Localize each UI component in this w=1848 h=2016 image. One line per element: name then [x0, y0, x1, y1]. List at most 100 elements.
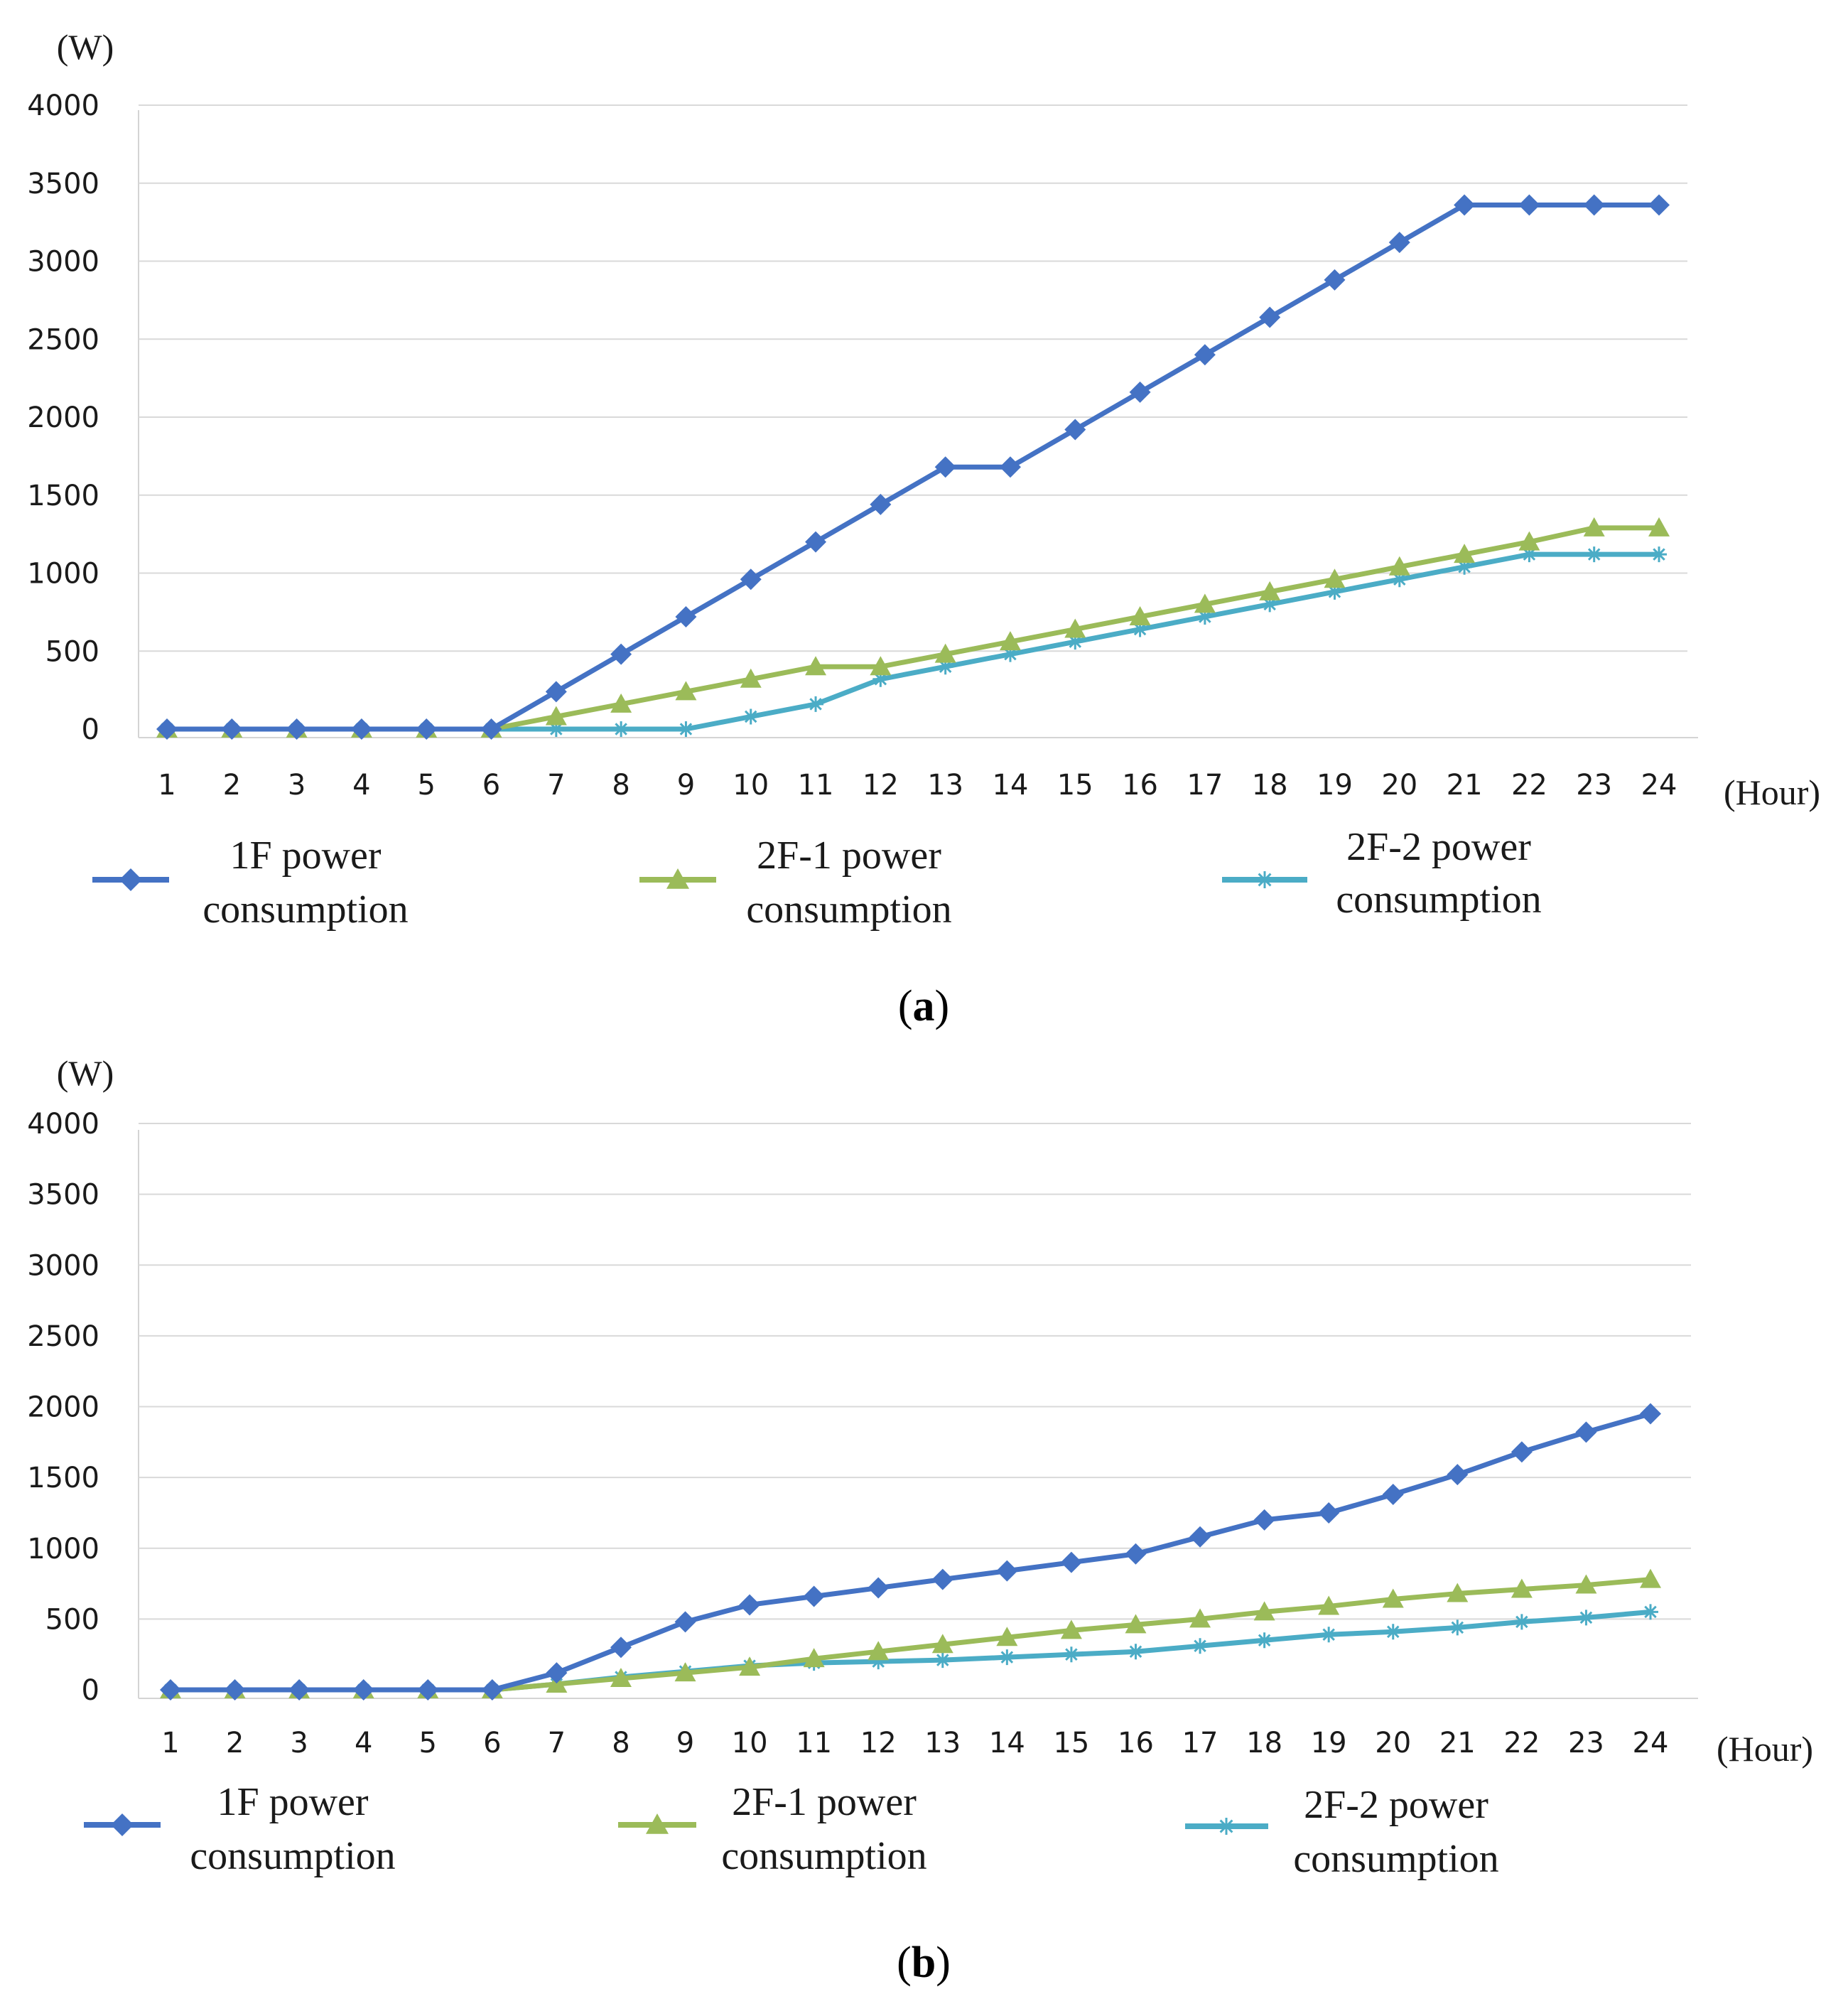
series-line — [167, 202, 1659, 732]
data-point-22 — [1511, 1578, 1533, 1598]
legend-label-line-2: consumption — [1336, 878, 1541, 922]
data-point-9 — [678, 721, 694, 737]
x-tick-label-9: 9 — [676, 1727, 694, 1759]
legend: 1F power consumption 2F-1 power consumpt… — [84, 1780, 1499, 1881]
x-tick-label-14: 14 — [989, 1727, 1025, 1759]
data-point-16 — [1129, 381, 1151, 403]
x-tick-label-15: 15 — [1053, 1727, 1089, 1759]
y-tick-label-3500: 3500 — [27, 168, 99, 200]
x-tick-label-17: 17 — [1182, 1727, 1219, 1759]
x-axis-unit-label: (Hour) — [1717, 1729, 1813, 1769]
x-tick-label-4: 4 — [352, 769, 370, 802]
y-tick-label-3000: 3000 — [27, 246, 99, 279]
series-1f-power-consumption — [160, 1403, 1661, 1700]
legend-label-line-1: 1F power — [229, 834, 381, 878]
x-tick-label-10: 10 — [732, 1727, 768, 1759]
legend-label-line-1: 2F-2 power — [1304, 1783, 1488, 1827]
data-point-17 — [1194, 344, 1216, 366]
data-point-14 — [1002, 646, 1018, 662]
data-point-21 — [1449, 1619, 1466, 1636]
data-point-23 — [1583, 517, 1605, 537]
data-point-24 — [1648, 517, 1670, 537]
legend-label-line-1: 2F-2 power — [1346, 825, 1531, 869]
data-point-11 — [805, 656, 827, 676]
legend-item-2f-2: 2F-2 power consumption — [1222, 825, 1542, 922]
x-tick-label-3: 3 — [288, 769, 306, 802]
data-point-20 — [1382, 1484, 1404, 1506]
y-tick-label-500: 500 — [45, 1603, 99, 1636]
legend-diamond-marker — [111, 1813, 134, 1836]
data-point-21 — [1447, 1464, 1469, 1486]
data-point-15 — [1064, 419, 1086, 441]
y-tick-label-2000: 2000 — [27, 1391, 99, 1424]
data-point-15 — [1060, 1551, 1082, 1573]
y-tick-label-4000: 4000 — [27, 1108, 99, 1141]
data-point-8 — [610, 1637, 632, 1659]
legend-label-line-2: consumption — [190, 1834, 395, 1878]
data-point-14 — [996, 1627, 1018, 1646]
data-point-15 — [1060, 1619, 1082, 1639]
legend-label-line-1: 2F-1 power — [732, 1780, 917, 1824]
data-point-16 — [1125, 1543, 1147, 1565]
x-tick-label-24: 24 — [1633, 1727, 1669, 1759]
data-point-12 — [868, 1577, 890, 1599]
y-tick-label-1000: 1000 — [27, 558, 99, 591]
x-tick-label-1: 1 — [158, 769, 175, 802]
x-tick-label-3: 3 — [290, 1727, 308, 1759]
legend-star-marker — [1256, 871, 1273, 888]
legend-label-line-2: consumption — [746, 888, 951, 932]
x-tick-label-5: 5 — [419, 1727, 437, 1759]
x-tick-label-7: 7 — [548, 1727, 566, 1759]
data-point-9 — [675, 605, 697, 627]
data-point-23 — [1578, 1610, 1594, 1626]
data-point-5 — [417, 1679, 439, 1700]
x-tick-label-20: 20 — [1375, 1727, 1411, 1759]
data-point-17 — [1196, 608, 1213, 625]
data-point-15 — [1064, 618, 1086, 638]
data-point-24 — [1640, 1568, 1661, 1588]
x-tick-label-12: 12 — [863, 769, 899, 802]
x-tick-label-23: 23 — [1568, 1727, 1604, 1759]
data-point-16 — [1125, 1614, 1147, 1634]
x-tick-label-1: 1 — [161, 1727, 179, 1759]
x-tick-label-12: 12 — [860, 1727, 897, 1759]
data-point-20 — [1388, 556, 1410, 576]
data-point-22 — [1518, 531, 1540, 551]
data-point-21 — [1454, 544, 1476, 564]
legend-star-marker — [1218, 1818, 1235, 1835]
data-point-20 — [1388, 232, 1410, 254]
x-tick-label-24: 24 — [1641, 769, 1677, 802]
x-tick-label-13: 13 — [924, 1727, 961, 1759]
legend-label-line-1: 1F power — [217, 1780, 368, 1824]
data-point-21 — [1447, 1583, 1469, 1602]
data-point-12 — [868, 1641, 890, 1661]
data-point-10 — [740, 668, 762, 688]
x-tick-label-19: 19 — [1311, 1727, 1347, 1759]
x-tick-label-16: 16 — [1118, 1727, 1154, 1759]
data-point-23 — [1575, 1574, 1597, 1594]
data-point-20 — [1391, 571, 1407, 588]
x-tick-label-10: 10 — [733, 769, 769, 802]
data-point-18 — [1253, 1509, 1275, 1531]
data-point-8 — [610, 693, 632, 713]
data-point-11 — [808, 696, 824, 712]
data-point-22 — [1521, 546, 1538, 563]
data-point-18 — [1256, 1632, 1272, 1649]
data-point-13 — [934, 643, 956, 663]
y-tick-label-2500: 2500 — [27, 1320, 99, 1353]
data-point-12 — [872, 671, 889, 687]
data-point-13 — [931, 1568, 953, 1590]
y-tick-labels: 0 500 1000 1500 2000 2500 3000 3500 4000 — [27, 90, 99, 746]
data-point-8 — [610, 1668, 632, 1688]
data-point-1 — [156, 718, 178, 740]
data-point-14 — [999, 456, 1021, 478]
legend-label-line-2: consumption — [1293, 1837, 1498, 1881]
gridlines — [139, 1123, 1691, 1620]
data-point-7 — [546, 1662, 568, 1684]
data-point-10 — [742, 708, 759, 725]
x-tick-label-15: 15 — [1057, 769, 1093, 802]
data-point-13 — [937, 659, 953, 675]
x-tick-label-2: 2 — [226, 1727, 244, 1759]
